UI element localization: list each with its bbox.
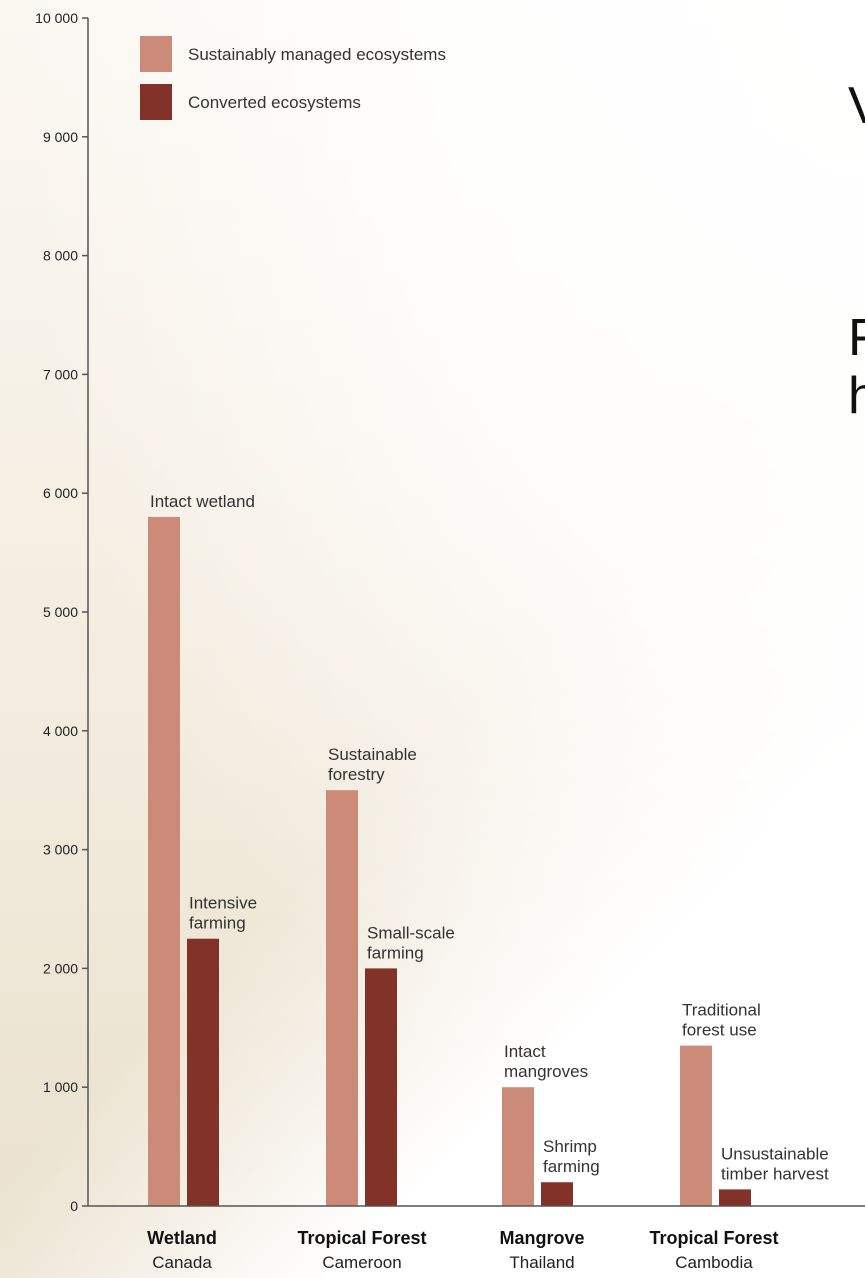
side-text-line-1: V xyxy=(848,80,865,132)
bar-data-label: Shrimp xyxy=(543,1137,597,1156)
y-tick-label: 0 xyxy=(70,1198,78,1214)
bars xyxy=(148,516,751,1206)
category-label: Tropical Forest xyxy=(649,1228,778,1248)
category-sublabel: Cambodia xyxy=(675,1253,753,1272)
bar-gridlines xyxy=(148,611,712,1088)
bar-data-label: farming xyxy=(189,914,246,933)
legend-label: Sustainably managed ecosystems xyxy=(188,45,446,64)
category-label: Wetland xyxy=(147,1228,217,1248)
bar-converted xyxy=(541,1182,573,1206)
bar-converted xyxy=(187,938,219,1206)
bar-data-label: forest use xyxy=(682,1021,757,1040)
bar-sustainable xyxy=(326,790,358,1206)
category-label: Mangrove xyxy=(499,1228,584,1248)
bar-data-label: forestry xyxy=(328,765,385,784)
side-text-line-2: F xyxy=(848,309,865,367)
bar-data-label: Traditional xyxy=(682,1001,761,1020)
bar-sustainable xyxy=(680,1045,712,1206)
legend-swatch xyxy=(140,84,172,120)
y-tick-label: 8 000 xyxy=(43,248,78,264)
y-tick-label: 7 000 xyxy=(43,366,78,382)
x-axis-labels: Wetland Canada Tropical Forest Cameroon Mang… xyxy=(147,1228,778,1272)
legend-label: Converted ecosystems xyxy=(188,93,361,112)
bar-data-label: farming xyxy=(367,943,424,962)
y-tick-label: 5 000 xyxy=(43,604,78,620)
legend: Sustainably managed ecosystems Converted … xyxy=(140,36,446,120)
legend-swatch xyxy=(140,36,172,72)
category-sublabel: Cameroon xyxy=(322,1253,401,1272)
side-text-line-3: h xyxy=(848,367,865,425)
y-tick-label: 1 000 xyxy=(43,1079,78,1095)
y-axis: 0 1 000 2 000 3 000 4 000 5 000 6 000 7 000 8 00… xyxy=(35,10,865,1214)
bar-converted xyxy=(719,1189,751,1206)
category-label: Tropical Forest xyxy=(297,1228,426,1248)
bar-data-label: Intensive xyxy=(189,894,257,913)
bar-data-label: Small-scale xyxy=(367,923,455,942)
bar-data-label: Sustainable xyxy=(328,745,417,764)
y-tick-label: 10 000 xyxy=(35,10,78,26)
y-tick-label: 9 000 xyxy=(43,129,78,145)
bar-data-label: farming xyxy=(543,1157,600,1176)
category-sublabel: Thailand xyxy=(509,1253,574,1272)
bar-data-label: Intact wetland xyxy=(150,492,255,511)
bar-data-label: timber harvest xyxy=(721,1164,829,1183)
bar-sustainable xyxy=(148,516,180,1206)
category-sublabel: Canada xyxy=(152,1253,212,1272)
bar-data-label: Intact xyxy=(504,1042,546,1061)
bar-data-label: mangroves xyxy=(504,1062,588,1081)
y-tick-label: 3 000 xyxy=(43,842,78,858)
y-tick-label: 6 000 xyxy=(43,485,78,501)
y-tick-label: 2 000 xyxy=(43,960,78,976)
y-tick-label: 4 000 xyxy=(43,723,78,739)
bar-sustainable xyxy=(502,1087,534,1206)
bar-converted xyxy=(365,968,397,1206)
bar-data-label: Unsustainable xyxy=(721,1144,829,1163)
